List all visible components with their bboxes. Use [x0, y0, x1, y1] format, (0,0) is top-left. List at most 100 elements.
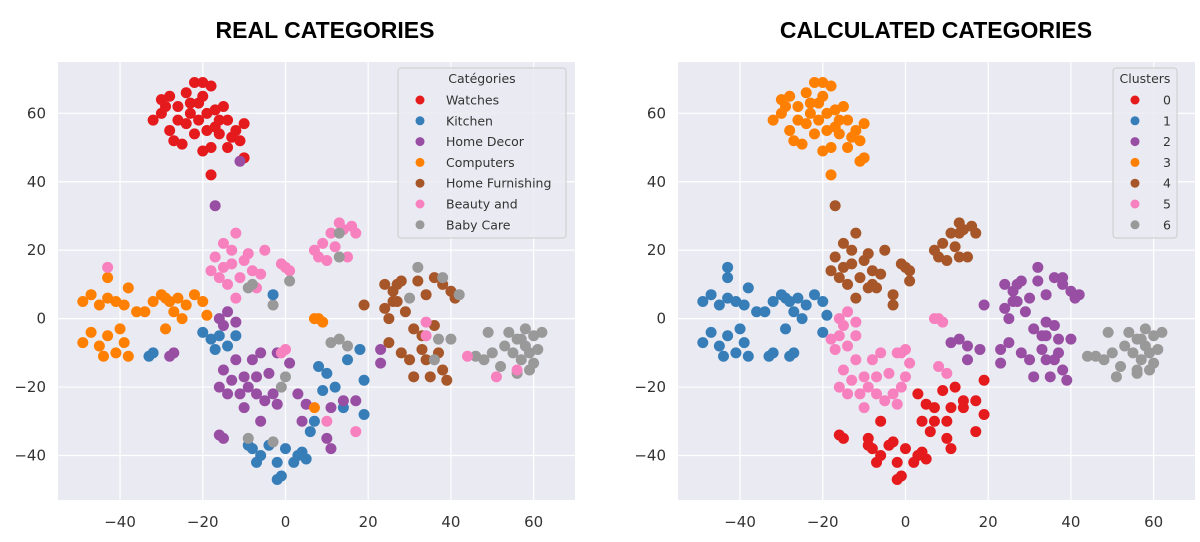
data-point: [858, 118, 870, 130]
legend-title: Catégories: [448, 71, 515, 86]
data-point: [395, 347, 407, 359]
data-point: [970, 426, 982, 438]
data-point: [879, 395, 891, 407]
data-point: [722, 272, 734, 284]
x-tick-label: 60: [524, 513, 543, 531]
data-point: [188, 77, 200, 89]
data-point: [842, 388, 854, 400]
x-tick-label: 40: [441, 513, 460, 531]
data-point: [808, 77, 820, 89]
legend-marker: [1130, 178, 1140, 188]
data-point: [308, 402, 320, 414]
data-point: [222, 278, 234, 290]
data-point: [304, 426, 316, 438]
data-point: [953, 251, 965, 263]
data-point: [271, 456, 283, 468]
data-point: [230, 227, 242, 239]
legend-entry: 4: [1163, 176, 1171, 191]
legend-box: [1112, 67, 1178, 239]
data-point: [804, 97, 816, 109]
data-point: [796, 313, 808, 325]
data-point: [858, 371, 870, 383]
data-point: [1131, 364, 1143, 376]
data-point: [933, 361, 945, 373]
data-point: [821, 124, 833, 136]
data-point: [999, 278, 1011, 290]
legend-entry: Home Furnishing: [446, 176, 551, 191]
data-point: [275, 381, 287, 393]
data-point: [342, 354, 354, 366]
data-point: [887, 388, 899, 400]
data-point: [738, 299, 750, 311]
data-point: [93, 340, 105, 352]
data-point: [342, 251, 354, 263]
data-point: [945, 337, 957, 349]
data-point: [139, 306, 151, 318]
data-point: [188, 128, 200, 140]
data-point: [424, 371, 436, 383]
data-point: [226, 244, 238, 256]
data-point: [866, 354, 878, 366]
legend-marker: [1130, 157, 1140, 167]
data-point: [180, 87, 192, 99]
data-point: [205, 169, 217, 181]
data-point: [317, 237, 329, 249]
data-point: [813, 114, 825, 126]
data-point: [342, 340, 354, 352]
data-point: [941, 254, 953, 266]
data-point: [842, 142, 854, 154]
data-point: [412, 275, 424, 287]
data-point: [1123, 326, 1135, 338]
x-tick-label: 20: [979, 513, 998, 531]
data-point: [978, 299, 990, 311]
data-point: [437, 364, 449, 376]
y-tick-label: 60: [27, 104, 46, 122]
data-point: [713, 299, 725, 311]
data-point: [325, 443, 337, 455]
data-point: [408, 323, 420, 335]
data-point: [875, 268, 887, 280]
legend-marker: [415, 199, 425, 209]
legend-marker: [415, 137, 425, 147]
data-point: [213, 330, 225, 342]
legend-entry: Computers: [446, 155, 515, 170]
data-point: [358, 374, 370, 386]
data-point: [188, 289, 200, 301]
data-point: [937, 237, 949, 249]
data-point: [267, 299, 279, 311]
legend-entry: 6: [1163, 217, 1171, 232]
data-point: [213, 272, 225, 284]
data-point: [962, 354, 974, 366]
data-point: [1007, 296, 1019, 308]
data-point: [887, 436, 899, 448]
data-point: [887, 289, 899, 301]
data-point: [300, 398, 312, 410]
data-point: [825, 169, 837, 181]
data-point: [825, 333, 837, 345]
data-point: [1127, 347, 1139, 359]
data-point: [437, 272, 449, 284]
data-point: [842, 114, 854, 126]
data-point: [131, 306, 143, 318]
x-tick-label: 20: [359, 513, 378, 531]
data-point: [871, 456, 883, 468]
data-point: [945, 443, 957, 455]
data-point: [102, 330, 114, 342]
data-point: [412, 261, 424, 273]
data-point: [1098, 354, 1110, 366]
data-point: [1090, 350, 1102, 362]
data-point: [329, 241, 341, 253]
data-point: [1057, 364, 1069, 376]
legend-title: Clusters: [1120, 71, 1171, 86]
y-tick-label: 40: [27, 173, 46, 191]
data-point: [193, 114, 205, 126]
data-point: [168, 306, 180, 318]
data-point: [1019, 306, 1031, 318]
data-point: [941, 415, 953, 427]
data-point: [730, 296, 742, 308]
data-point: [920, 398, 932, 410]
data-point: [358, 299, 370, 311]
data-point: [180, 118, 192, 130]
data-point: [102, 292, 114, 304]
data-point: [837, 237, 849, 249]
